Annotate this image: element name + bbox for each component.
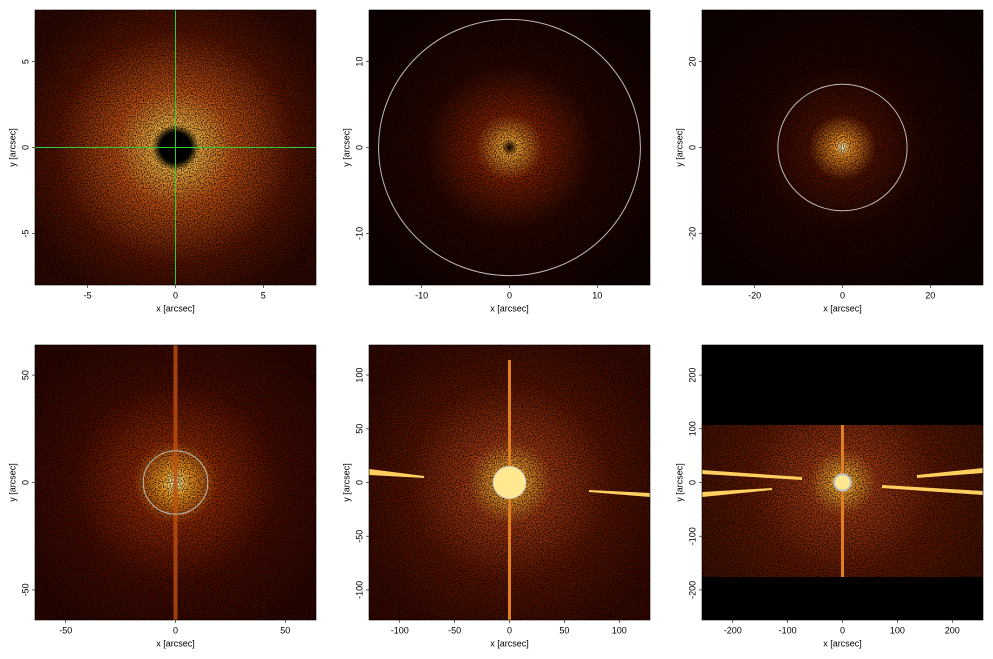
x-axis-label: x [arcsec] (156, 303, 195, 313)
y-tick-label: -200 (687, 581, 697, 599)
x-tick-label: 5 (261, 290, 266, 300)
y-tick-label: 0 (20, 480, 30, 485)
y-tick-label: 0 (354, 480, 364, 485)
y-tick-label: -10 (354, 227, 364, 240)
y-axis-label: y [arcsec] (674, 463, 684, 502)
aperture-circle (142, 450, 209, 515)
light-streak (882, 485, 983, 495)
light-streak (702, 488, 772, 497)
masked-bottom (702, 577, 983, 620)
x-tick-label: -100 (391, 625, 409, 635)
y-tick-label: -100 (354, 581, 364, 599)
y-tick-label: 0 (354, 145, 364, 150)
x-tick-label: 200 (945, 625, 960, 635)
light-streak (702, 470, 802, 480)
image-noise (369, 10, 650, 285)
x-tick-label: 0 (507, 290, 512, 300)
x-axis-label: x [arcsec] (490, 638, 529, 648)
y-axis-label: y [arcsec] (341, 463, 351, 502)
y-tick-label: 50 (354, 424, 364, 434)
x-tick-label: -200 (724, 625, 742, 635)
y-tick-label: 0 (687, 145, 697, 150)
y-axis-label: y [arcsec] (341, 128, 351, 167)
readout-streak (173, 345, 178, 620)
x-tick-label: -100 (779, 625, 797, 635)
y-tick-label: -50 (354, 530, 364, 543)
image-panel (701, 9, 984, 286)
x-tick-label: 0 (507, 625, 512, 635)
image-panel (701, 344, 984, 621)
x-tick-label: 100 (890, 625, 905, 635)
x-tick-label: 10 (592, 290, 602, 300)
y-tick-label: 50 (20, 370, 30, 380)
y-tick-label: 0 (20, 145, 30, 150)
x-tick-label: -50 (59, 625, 72, 635)
light-streak (589, 490, 650, 497)
x-tick-label: 100 (612, 625, 627, 635)
x-tick-label: 0 (840, 625, 845, 635)
y-tick-label: 100 (687, 421, 697, 436)
x-tick-label: 50 (280, 625, 290, 635)
y-axis-label: y [arcsec] (7, 463, 17, 502)
x-tick-label: 0 (173, 625, 178, 635)
y-tick-label: -5 (20, 229, 30, 237)
x-tick-label: 20 (925, 290, 935, 300)
x-tick-label: 0 (173, 290, 178, 300)
y-tick-label: 0 (687, 480, 697, 485)
masked-top (702, 345, 983, 425)
aperture-circle (777, 83, 908, 212)
x-axis-label: x [arcsec] (156, 638, 195, 648)
y-tick-label: -20 (687, 227, 697, 240)
x-tick-label: -5 (84, 290, 92, 300)
y-tick-label: -100 (687, 527, 697, 545)
readout-streak (841, 425, 844, 577)
x-tick-label: 0 (840, 290, 845, 300)
y-axis-label: y [arcsec] (674, 128, 684, 167)
y-tick-label: 20 (687, 57, 697, 67)
y-tick-label: -50 (20, 583, 30, 596)
y-tick-label: 5 (20, 59, 30, 64)
image-panel (368, 344, 651, 621)
y-tick-label: 200 (687, 368, 697, 383)
x-axis-label: x [arcsec] (823, 303, 862, 313)
y-tick-label: 100 (354, 368, 364, 383)
light-streak (917, 468, 983, 478)
image-panel (34, 344, 317, 621)
light-streak (369, 469, 424, 478)
aperture-circle (492, 466, 527, 499)
y-axis-label: y [arcsec] (7, 128, 17, 167)
image-noise (702, 10, 983, 285)
aperture-circle (378, 18, 641, 277)
image-panel (368, 9, 651, 286)
image-panel (34, 9, 317, 286)
x-tick-label: -10 (415, 290, 428, 300)
x-tick-label: 50 (559, 625, 569, 635)
x-axis-label: x [arcsec] (490, 303, 529, 313)
x-tick-label: -20 (748, 290, 761, 300)
aperture-circle (833, 473, 852, 492)
x-axis-label: x [arcsec] (823, 638, 862, 648)
y-tick-label: 10 (354, 57, 364, 67)
x-tick-label: -50 (448, 625, 461, 635)
